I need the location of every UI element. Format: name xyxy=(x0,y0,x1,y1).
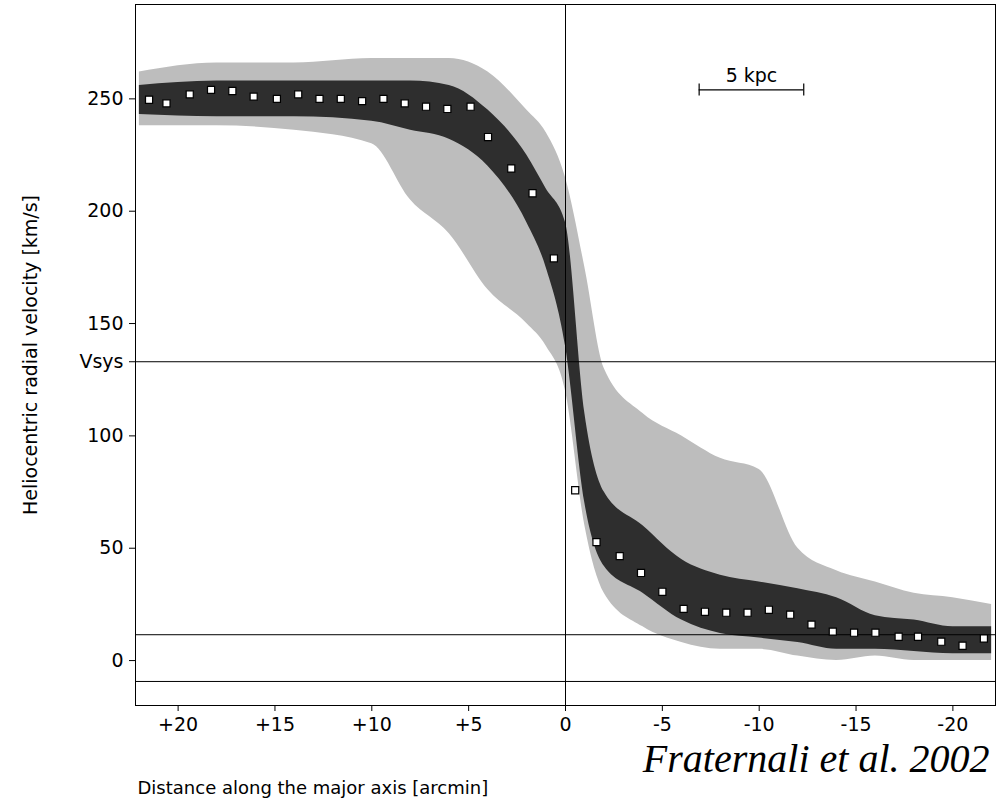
svg-text:0: 0 xyxy=(559,713,571,735)
svg-text:5 kpc: 5 kpc xyxy=(726,64,778,86)
svg-text:-15: -15 xyxy=(841,713,872,735)
svg-text:0: 0 xyxy=(111,649,123,671)
svg-text:150: 150 xyxy=(87,312,123,334)
svg-text:+5: +5 xyxy=(455,713,483,735)
svg-text:50: 50 xyxy=(99,536,123,558)
svg-text:-10: -10 xyxy=(744,713,775,735)
svg-text:-5: -5 xyxy=(653,713,672,735)
svg-text:+15: +15 xyxy=(255,713,295,735)
svg-text:250: 250 xyxy=(87,87,123,109)
svg-text:+10: +10 xyxy=(352,713,392,735)
svg-text:+20: +20 xyxy=(158,713,198,735)
svg-text:Heliocentric radial velocity [: Heliocentric radial velocity [km/s] xyxy=(19,195,41,515)
svg-text:Distance along the major axis: Distance along the major axis [arcmin] xyxy=(138,777,489,798)
svg-text:Fraternali et al. 2002: Fraternali et al. 2002 xyxy=(642,736,990,781)
svg-text:100: 100 xyxy=(87,424,123,446)
svg-text:200: 200 xyxy=(87,199,123,221)
svg-text:Vsys: Vsys xyxy=(79,350,123,372)
svg-text:-20: -20 xyxy=(937,713,968,735)
